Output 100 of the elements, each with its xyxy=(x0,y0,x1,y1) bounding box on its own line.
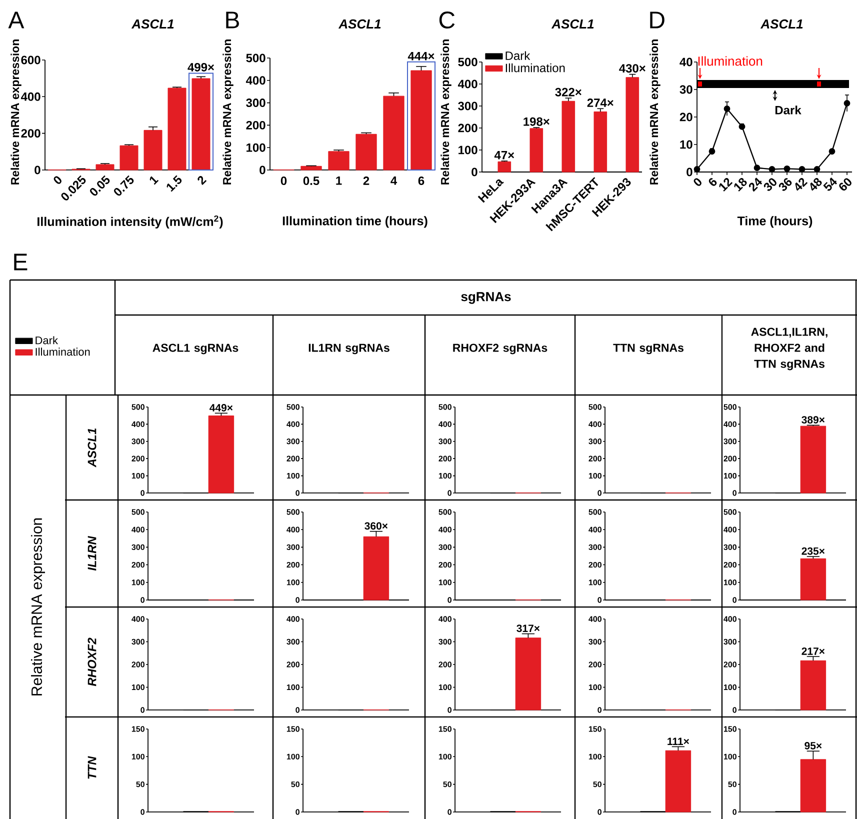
y-tick-label: 500 xyxy=(438,404,452,410)
y-tick-label: 200 xyxy=(438,662,452,668)
y-tick-label: 0 xyxy=(448,707,452,713)
point xyxy=(784,165,790,172)
y-tick-label: 300 xyxy=(588,438,602,444)
chart-title: ASCL1 xyxy=(551,19,594,29)
x-tick-label: 6 xyxy=(418,176,424,186)
y-tick-label: 100 xyxy=(132,580,144,586)
y-tick-label: 300 xyxy=(246,98,266,108)
y-tick-label: 100 xyxy=(724,754,736,760)
y-tick-label: 400 xyxy=(20,92,40,101)
y-tick-label: 100 xyxy=(588,580,602,586)
y-tick-label: 200 xyxy=(21,129,40,138)
data-label: 360× xyxy=(364,522,388,530)
y-tick-label: 0 xyxy=(732,707,736,713)
x-tick-label: 18 xyxy=(734,178,747,192)
y-tick-label: 400 xyxy=(132,421,144,428)
y-tick-label: 0 xyxy=(448,809,452,815)
y-tick-label: 100 xyxy=(438,472,452,479)
y-tick-label: 300 xyxy=(286,438,300,444)
y-tick-label: 100 xyxy=(286,580,300,586)
y-tick-label: 200 xyxy=(438,562,452,568)
y-tick-label: 400 xyxy=(588,616,602,622)
y-tick-label: 50 xyxy=(728,781,736,788)
y-tick-label: 0 xyxy=(448,490,452,496)
y-tick-label: 200 xyxy=(286,662,300,668)
bar xyxy=(626,77,640,172)
annotation: Illumination xyxy=(698,56,762,66)
y-tick-label: 300 xyxy=(724,438,736,444)
data-label: 430× xyxy=(619,64,646,73)
point xyxy=(694,166,700,172)
x-tick-label: 0 xyxy=(694,178,702,186)
text: E xyxy=(14,254,28,270)
chart-title: ASCL1 xyxy=(760,19,803,29)
y-tick-label: 200 xyxy=(724,562,736,568)
point xyxy=(798,166,806,172)
y-tick-label: 50 xyxy=(291,781,300,788)
y-tick-label: 300 xyxy=(132,544,144,550)
y-tick-label: 400 xyxy=(132,616,144,622)
y-tick-label: 200 xyxy=(286,456,300,462)
bar xyxy=(530,128,544,172)
y-tick-label: 0 xyxy=(448,597,452,603)
data-label: 389× xyxy=(802,416,825,424)
y-tick-label: 0 xyxy=(296,707,300,713)
y-tick-label: 500 xyxy=(724,509,736,515)
y-tick-label: 100 xyxy=(286,754,300,760)
bar xyxy=(562,100,576,172)
point xyxy=(768,166,776,172)
y-tick-label: 300 xyxy=(724,544,736,550)
point xyxy=(844,100,850,106)
x-tick-label: 48 xyxy=(810,178,822,191)
y-tick-label: 100 xyxy=(132,754,144,760)
y-tick-label: 200 xyxy=(724,662,736,668)
y-tick-label: 500 xyxy=(286,509,300,515)
y-tick-label: 200 xyxy=(132,456,144,462)
y-tick-label: 0 xyxy=(140,707,144,713)
y-tick-label: 400 xyxy=(724,526,736,532)
y-axis-title: Relative mRNA expression xyxy=(440,40,452,184)
y-tick-label: 400 xyxy=(246,76,266,85)
bar xyxy=(410,70,432,170)
data-label: 317× xyxy=(516,624,540,632)
y-tick-label: 0 xyxy=(296,597,300,603)
y-tick-label: 400 xyxy=(438,616,452,622)
y-tick-label: 50 xyxy=(136,781,144,788)
y-tick-label: 100 xyxy=(286,684,300,690)
y-tick-label: 150 xyxy=(132,726,144,732)
y-tick-label: 150 xyxy=(588,726,602,732)
y-tick-label: 100 xyxy=(724,684,736,690)
y-tick-label: 300 xyxy=(438,638,452,645)
y-tick-label: 300 xyxy=(438,544,452,550)
point xyxy=(708,148,716,155)
y-tick-label: 300 xyxy=(132,438,144,444)
y-axis-title: Relative mRNA expression xyxy=(222,40,234,184)
y-tick-label: 300 xyxy=(588,638,602,645)
y-tick-label: 300 xyxy=(588,544,602,550)
y-axis-title: ASCL1 xyxy=(88,428,96,468)
y-tick-label: 50 xyxy=(443,781,452,788)
y-tick-label: 400 xyxy=(588,526,602,532)
data-label: 95× xyxy=(804,742,822,750)
y-axis-title: TTN xyxy=(88,756,96,779)
y-tick-label: 40 xyxy=(680,58,692,66)
y-tick-label: 0 xyxy=(598,597,602,603)
y-tick-label: 400 xyxy=(438,526,452,532)
y-tick-label: 0 xyxy=(732,597,736,603)
point xyxy=(754,164,760,172)
text: C xyxy=(439,12,455,28)
chart-title: ASCL1 xyxy=(131,19,174,29)
y-tick-label: 0 xyxy=(732,809,736,815)
y-tick-label: 100 xyxy=(724,472,736,479)
y-tick-label: 0 xyxy=(260,166,266,174)
y-axis-title: Relative mRNA expression xyxy=(650,40,660,184)
x-tick-label: 2 xyxy=(198,176,207,186)
y-tick-label: 200 xyxy=(132,662,144,668)
y-tick-label: 100 xyxy=(588,472,602,479)
y-tick-label: 150 xyxy=(286,726,300,732)
bar xyxy=(168,88,186,170)
y-tick-label: 100 xyxy=(132,472,144,479)
bar xyxy=(144,130,162,170)
y-tick-label: 100 xyxy=(438,580,452,586)
y-tick-label: 500 xyxy=(438,509,452,515)
